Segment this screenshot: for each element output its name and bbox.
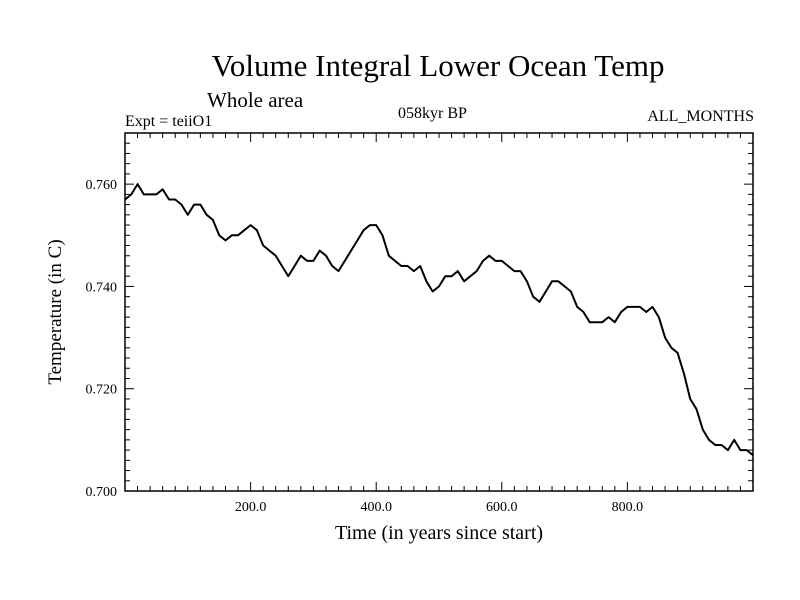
x-tick-label: 400.0 bbox=[360, 500, 392, 515]
y-tick-label: 0.740 bbox=[86, 280, 118, 295]
y-tick-label: 0.700 bbox=[86, 485, 118, 500]
x-axis-label: Time (in years since start) bbox=[334, 522, 544, 544]
x-tick-label: 200.0 bbox=[235, 500, 267, 515]
temperature-series-line bbox=[124, 183, 754, 456]
period-label: 058kyr BP bbox=[398, 105, 467, 122]
x-tick-label: 800.0 bbox=[612, 500, 644, 515]
chart-subtitle: Whole area bbox=[207, 88, 304, 112]
axis-tick-labels: 200.0 400.0 600.0 800.0 0.700 0.720 0.740 0.760 bbox=[86, 178, 644, 515]
experiment-label: Expt = teiiO1 bbox=[125, 113, 213, 130]
y-tick-label: 0.760 bbox=[86, 178, 118, 193]
axis-ticks bbox=[125, 133, 753, 491]
y-tick-label: 0.720 bbox=[86, 383, 118, 398]
chart-title: Volume Integral Lower Ocean Temp bbox=[211, 48, 665, 83]
plot-frame bbox=[124, 132, 754, 492]
x-tick-label: 600.0 bbox=[486, 500, 518, 515]
months-label: ALL_MONTHS bbox=[647, 108, 754, 125]
